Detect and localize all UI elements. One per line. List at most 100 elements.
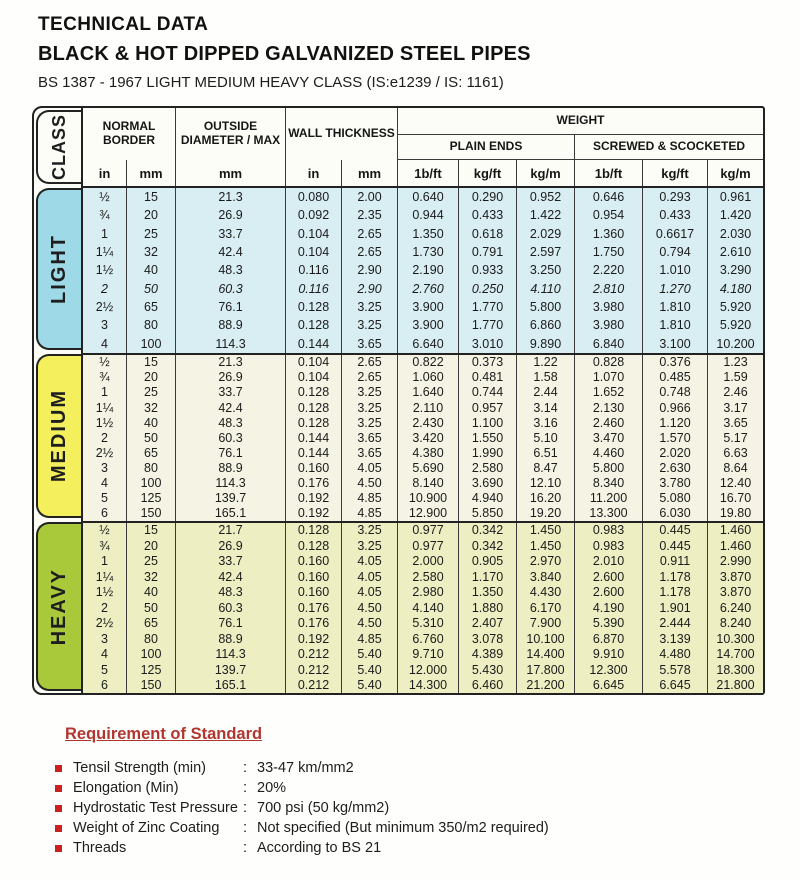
table-cell: 76.1 [176,297,286,317]
requirement-separator: : [243,820,248,837]
table-cell: 15 [127,522,176,539]
table-cell: 1.010 [643,261,708,280]
table-cell: 3.980 [575,297,643,317]
table-cell: 4.85 [342,490,398,506]
table-cell: 8.47 [517,460,575,476]
table-cell: 6.170 [517,600,575,616]
table-cell: 0.911 [643,553,708,570]
table-cell: 80 [127,316,176,335]
table-cell: 4 [83,475,127,491]
class-label-medium: MEDIUM [36,354,81,518]
table-cell: 0.744 [459,384,517,400]
table-cell: 4.190 [575,600,643,616]
table-cell: 2.407 [459,615,517,632]
table-cell: 2.444 [643,615,708,632]
table-cell: 6.240 [719,600,752,615]
table-cell: ¾ [83,538,127,554]
table-cell: 1.178 [643,569,708,585]
table-cell: 0.104 [286,354,342,370]
requirement-label: Weight of Zinc Coating [73,820,220,837]
table-cell: 0.794 [643,242,708,262]
table-cell: 12.40 [719,475,752,490]
table-cell: 0.445 [643,522,708,539]
table-cell: 1.880 [459,600,517,616]
table-cell: 5.800 [517,297,575,317]
table-cell: 1 [83,384,127,400]
table-cell: 10.100 [517,631,575,647]
bullet-icon [55,805,62,813]
table-cell: 3 [83,460,127,476]
table-cell: 40 [127,261,176,280]
table-cell: 0.160 [286,569,342,585]
table-cell: 0.485 [643,369,708,385]
class-label-heavy: HEAVY [36,522,81,692]
unit-header: mm [176,160,286,186]
table-cell: 14.400 [517,646,575,663]
table-cell: 3 [83,631,127,647]
table-cell: 3.690 [459,475,517,491]
table-cell: 50 [127,430,176,446]
table-cell: 0.144 [286,430,342,446]
table-cell: 6 [83,505,127,521]
table-cell: 6.760 [398,631,459,647]
table-cell: 1¼ [83,242,127,262]
unit-header: 1b/ft [575,160,643,186]
bullet-icon [55,845,62,853]
table-cell: 3.900 [398,297,459,317]
table-cell: 33.7 [176,224,286,243]
table-cell: 0.342 [459,538,517,554]
table-cell: 2.65 [342,242,398,262]
table-cell: 2.65 [342,354,398,370]
table-cell: 33.7 [176,553,286,570]
table-cell: 88.9 [176,316,286,335]
table-cell: 4 [83,646,127,663]
table-cell: 4.50 [342,600,398,616]
table-cell: ¾ [83,369,127,385]
table-cell: 0.212 [286,646,342,663]
col-header-weight: WEIGHT [398,108,763,135]
table-cell: 0.116 [286,279,342,298]
table-cell: 1.750 [575,242,643,262]
table-cell: 0.433 [459,206,517,225]
table-cell: 4.180 [719,281,752,296]
table-cell: 4.460 [575,445,643,461]
class-light-text: LIGHT [48,234,70,304]
unit-header: mm [127,160,176,186]
table-cell: 2.029 [517,224,575,243]
table-cell: 0.6617 [643,224,708,243]
table-cell: 4.05 [342,584,398,601]
table-cell: 3.010 [459,334,517,353]
table-cell: 1.350 [459,584,517,601]
table-cell: 1.770 [459,297,517,317]
table-cell: 6.860 [517,316,575,335]
table-cell: 4.380 [398,445,459,461]
table-cell: 5.920 [719,318,752,333]
table-cell: 2.90 [342,279,398,298]
table-cell: 0.192 [286,631,342,647]
table-cell: 0.977 [398,522,459,539]
table-cell: 4.940 [459,490,517,506]
table-cell: 100 [127,334,176,353]
table-cell: 0.977 [398,538,459,554]
table-cell: 60.3 [176,430,286,446]
table-cell: 40 [127,584,176,601]
table-cell: 2.970 [517,553,575,570]
table-cell: 1.550 [459,430,517,446]
table-cell: 2.46 [723,385,748,400]
table-cell: 5.17 [723,430,748,445]
table-cell: ½ [83,522,127,539]
table-cell: 114.3 [176,646,286,663]
table-cell: 6.460 [459,677,517,694]
section-medium-rows: ½ 15 21.3 0.104 2.65 0.822 0.373 1.22 0.828 0.376… [83,352,763,521]
table-cell: 40 [127,415,176,431]
table-cell: 1.178 [643,584,708,601]
table-cell: 0.748 [643,384,708,400]
table-cell: 2.990 [719,554,752,569]
table-cell: 42.4 [176,242,286,262]
bullet-icon [55,825,62,833]
table-cell: 0.373 [459,354,517,370]
table-cell: 76.1 [176,445,286,461]
requirement-separator: : [243,840,248,857]
table-cell: 1.420 [719,208,752,223]
table-cell: 1.360 [575,224,643,243]
